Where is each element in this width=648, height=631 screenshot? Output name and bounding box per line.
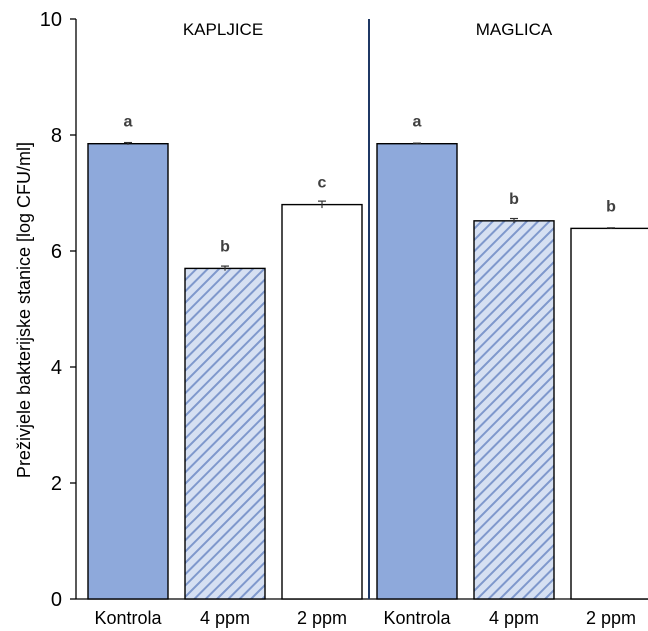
y-tick-label: 4 (51, 357, 62, 379)
y-tick-label: 6 (51, 241, 62, 263)
x-tick-label: 4 ppm (489, 608, 539, 628)
significance-label: c (318, 175, 327, 192)
bar (570, 227, 648, 600)
y-axis-label-group: Preživjele bakterijske stanice [log CFU/… (14, 142, 34, 478)
bar (281, 203, 363, 600)
significance-label: a (413, 114, 422, 131)
y-tick-label: 10 (40, 9, 62, 31)
y-tick-label: 2 (51, 473, 62, 495)
labels: KAPLJICE a Kontrola b 4 ppm c 2 ppm MAGLICA a Kon… (94, 20, 636, 628)
y-tick-label: 0 (51, 589, 62, 611)
x-tick-label: Kontrola (383, 608, 451, 628)
significance-label: b (606, 198, 616, 215)
x-tick-label: 4 ppm (200, 608, 250, 628)
bar (473, 220, 555, 600)
group-label: KAPLJICE (183, 20, 263, 39)
group-label: MAGLICA (476, 20, 553, 39)
bar (87, 142, 169, 600)
axes: 0 2 4 6 8 10 (40, 9, 648, 611)
x-tick-label: 2 ppm (297, 608, 347, 628)
y-tick-label: 8 (51, 125, 62, 147)
bar (184, 267, 266, 600)
bar (376, 142, 458, 600)
x-tick-label: Kontrola (94, 608, 162, 628)
y-axis-label: Preživjele bakterijske stanice [log CFU/… (14, 142, 34, 478)
x-tick-label: 2 ppm (586, 608, 636, 628)
bars (87, 141, 648, 600)
significance-label: b (509, 191, 519, 208)
significance-label: a (124, 114, 133, 131)
significance-label: b (220, 238, 230, 255)
